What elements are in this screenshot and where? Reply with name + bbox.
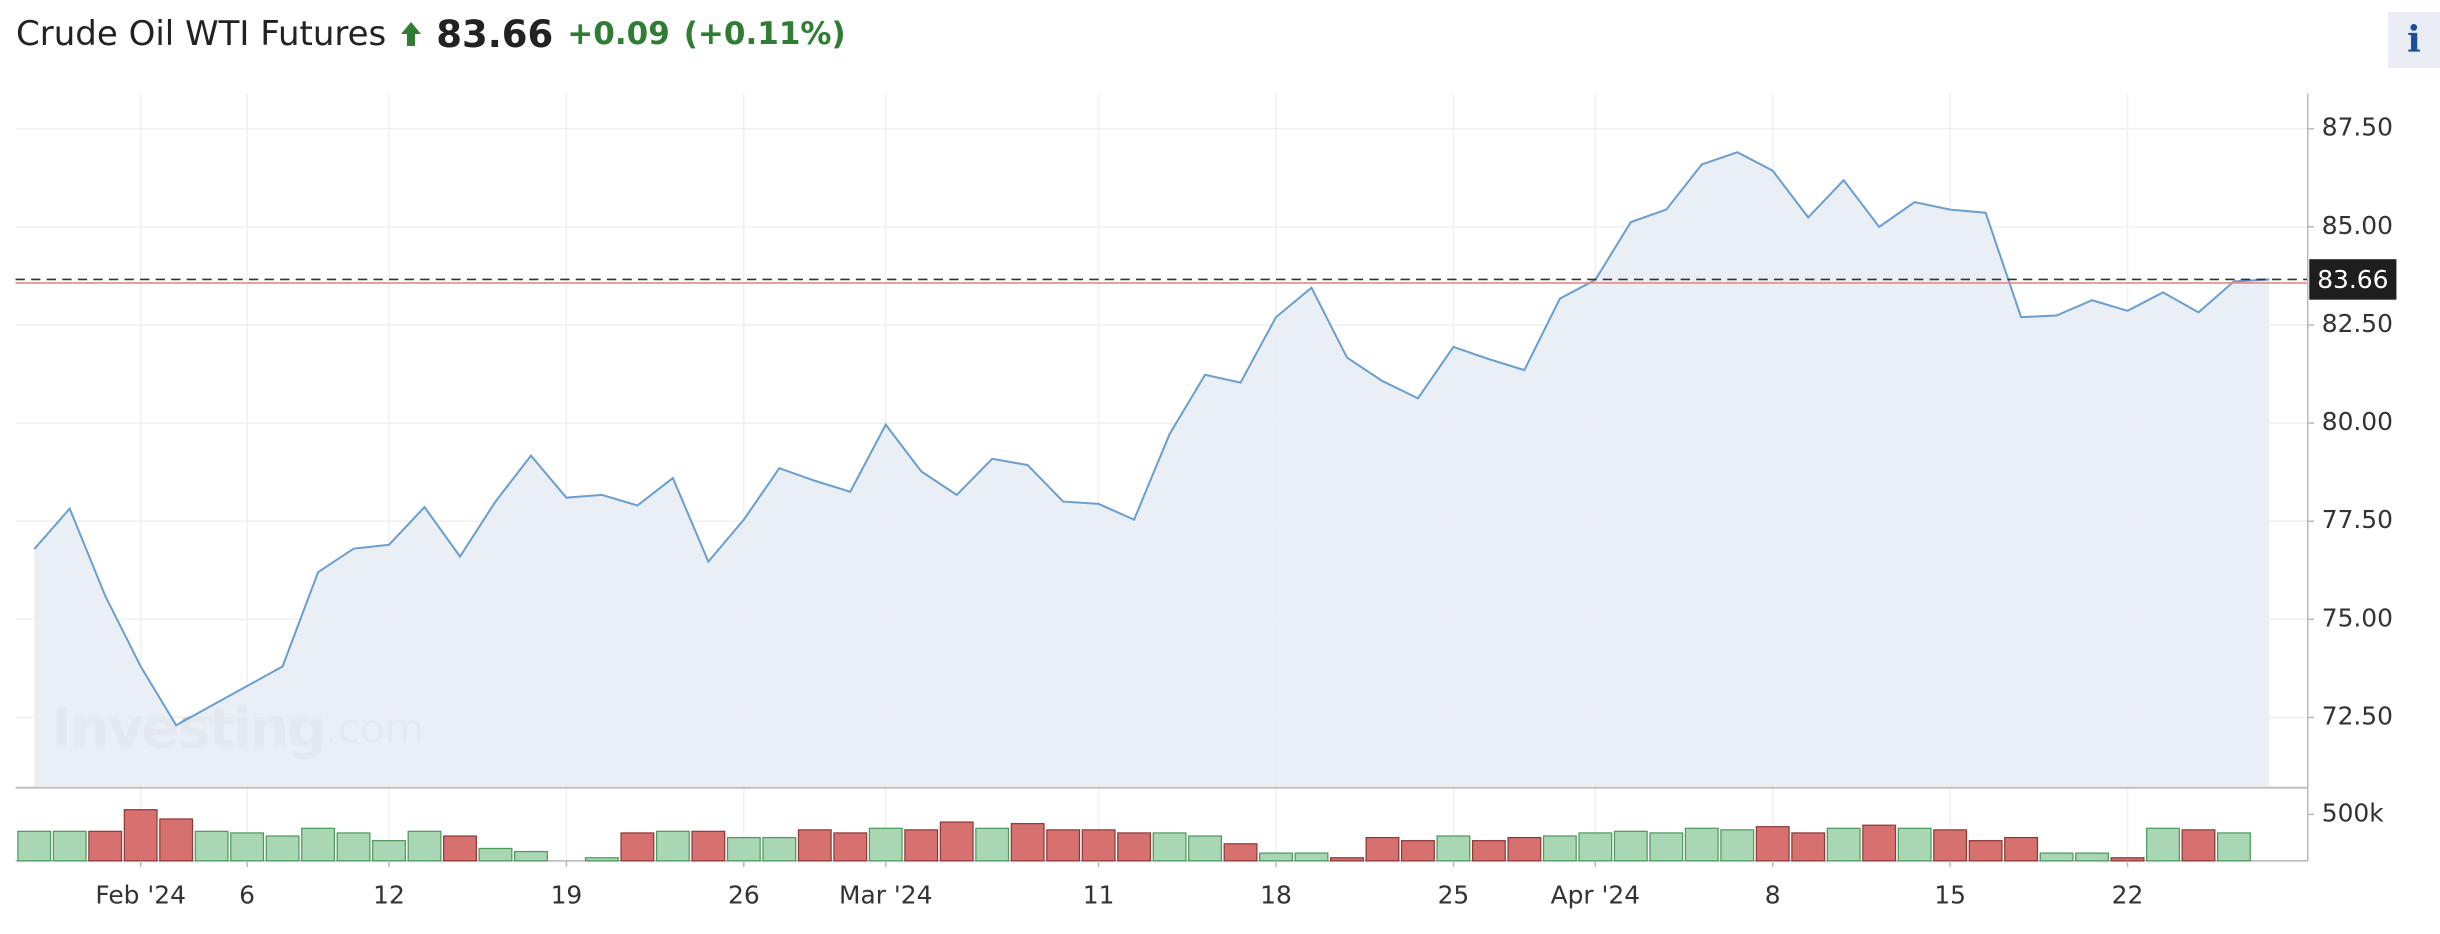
volume-bar [691, 830, 726, 862]
volume-bar [762, 836, 797, 862]
volume-bar [1330, 857, 1364, 862]
volume-bar [1010, 823, 1045, 862]
y-tick-label: 87.50 [2322, 113, 2393, 142]
volume-bar [1578, 832, 1613, 862]
up-arrow [401, 22, 422, 46]
x-tick-label: 11 [1083, 881, 1115, 910]
volume-bar [123, 809, 158, 862]
last-price-tag-label: 83.66 [2317, 265, 2388, 294]
volume-bar [513, 850, 548, 862]
volume-bar [1188, 835, 1223, 862]
volume-bar [1117, 832, 1152, 862]
x-tick-label: Apr '24 [1551, 881, 1640, 910]
volume-bar [1791, 832, 1826, 862]
volume-bar [904, 829, 939, 862]
volume-bar [2075, 852, 2110, 862]
price-line [33, 151, 2270, 727]
last-price-tag [2309, 259, 2397, 300]
volume-bar [1720, 829, 1755, 862]
volume-bar [1613, 830, 1648, 862]
volume-bar [1259, 852, 1293, 862]
volume-bar [372, 840, 406, 862]
y-tick-label: 72.50 [2322, 701, 2393, 730]
volume-bar [336, 832, 371, 862]
volume-bar [1968, 840, 2003, 862]
volume-bar [1152, 832, 1187, 862]
x-tick-label: 6 [239, 881, 255, 910]
volume-bar [726, 836, 761, 862]
x-tick-label: 22 [2112, 881, 2144, 910]
volume-bar [1649, 832, 1684, 862]
x-tick-label: 18 [1260, 881, 1292, 910]
volume-bar [88, 830, 123, 862]
x-tick-label: Mar '24 [839, 881, 932, 910]
volume-bar [52, 830, 87, 862]
change-percent: (+0.11%) [683, 16, 846, 52]
volume-tick-label: 500k [2322, 798, 2384, 827]
volume-bar [2004, 836, 2039, 862]
volume-bar [1471, 840, 1506, 862]
volume-bar [833, 832, 868, 862]
volume-bar [797, 829, 832, 862]
x-tick-label: 15 [1934, 881, 1966, 910]
volume-bar [265, 835, 300, 862]
x-tick-label: 25 [1438, 881, 1470, 910]
x-tick-label: 12 [373, 881, 405, 910]
y-tick-label: 75.00 [2322, 603, 2393, 632]
volume-bar [2217, 832, 2251, 862]
volume-bar [2110, 857, 2145, 862]
info-button[interactable]: i [2388, 12, 2440, 68]
x-tick-label: 26 [728, 881, 760, 910]
volume-bar [407, 830, 442, 862]
volume-bar [2039, 852, 2074, 862]
y-tick-label: 80.00 [2322, 407, 2393, 436]
volume-bar [1826, 827, 1861, 862]
volume-bar [1755, 826, 1790, 862]
price-area [34, 152, 2270, 787]
volume-bar [194, 830, 229, 862]
volume-bar [1081, 829, 1116, 862]
volume-bar [1046, 829, 1081, 862]
x-tick-label: 8 [1765, 881, 1781, 910]
x-tick-label: 19 [551, 881, 583, 910]
volume-bar [584, 857, 619, 862]
change: +0.09 [567, 16, 670, 52]
volume-bar [655, 830, 690, 862]
volume-bar [975, 827, 1010, 862]
last-price: 83.66 [436, 12, 554, 56]
y-tick-label: 77.50 [2322, 505, 2393, 534]
volume-bar [1400, 840, 1435, 862]
volume-bar [620, 832, 655, 862]
header: Crude Oil WTI Futures 83.66 +0.09 (+0.11… [16, 10, 846, 58]
volume-bar [868, 827, 903, 862]
volume-bar [1862, 824, 1897, 862]
volume-bar [1507, 836, 1542, 862]
volume-bar [478, 847, 513, 862]
volume-bar [1933, 829, 1968, 862]
volume-bar [1897, 827, 1932, 862]
title: Crude Oil WTI Futures [16, 14, 387, 54]
y-tick-label: 82.50 [2322, 309, 2393, 338]
volume-bar [939, 821, 974, 862]
volume-bar [1542, 835, 1577, 862]
volume-bar [443, 835, 477, 862]
volume-bar [2146, 827, 2180, 862]
volume-bar [230, 832, 265, 862]
volume-bar [301, 827, 336, 862]
volume-bar [1684, 827, 1719, 862]
volume-bar [1436, 835, 1471, 862]
x-tick-label: Feb '24 [95, 881, 185, 910]
volume-bar [17, 830, 52, 862]
y-tick-label: 85.00 [2322, 211, 2393, 240]
volume-bar [2181, 829, 2216, 862]
volume-bar [1223, 843, 1258, 862]
volume-bar [1294, 852, 1329, 862]
volume-bar [1365, 836, 1400, 862]
volume-bar [159, 818, 194, 862]
